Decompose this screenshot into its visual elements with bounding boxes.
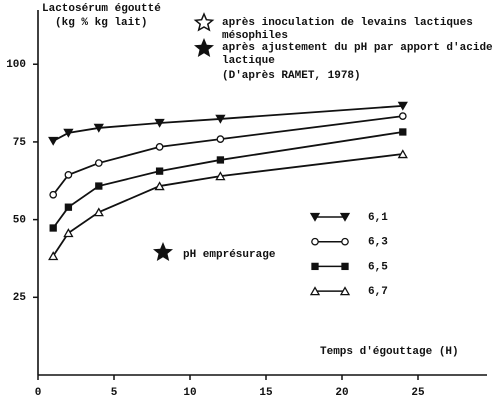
marker xyxy=(64,203,73,211)
y-tick-label: 100 xyxy=(6,59,26,71)
filled-star-icon xyxy=(153,242,173,261)
marker xyxy=(399,128,407,136)
annotation: pH emprésurage xyxy=(183,249,276,261)
legend-marker xyxy=(341,237,349,246)
annotation: après inoculation de levains lactiques xyxy=(222,17,473,29)
annotation: lactique xyxy=(222,55,275,67)
filled-star-icon xyxy=(194,38,214,57)
marker xyxy=(63,228,74,238)
legend-marker xyxy=(339,286,351,296)
x-tick-label: 5 xyxy=(111,387,118,399)
marker xyxy=(216,135,225,143)
series-line xyxy=(52,131,403,229)
annotation: (D'après RAMET, 1978) xyxy=(222,70,361,82)
marker xyxy=(398,112,407,120)
legend-label: 6,7 xyxy=(368,286,388,298)
series-line xyxy=(52,104,403,142)
marker xyxy=(48,251,59,261)
marker xyxy=(64,171,73,179)
y-tick-label: 50 xyxy=(13,215,26,227)
x-tick-label: 25 xyxy=(411,387,425,399)
legend-marker xyxy=(339,212,351,222)
legend-marker xyxy=(311,262,319,271)
marker xyxy=(155,143,164,151)
marker xyxy=(397,149,408,159)
marker xyxy=(48,136,59,146)
marker xyxy=(215,114,226,124)
marker xyxy=(397,101,408,111)
legend-label: 6,1 xyxy=(368,212,388,224)
series-line xyxy=(52,153,403,257)
legend-label: 6,3 xyxy=(368,237,388,249)
marker xyxy=(93,123,104,133)
marker xyxy=(155,167,164,175)
annotation: mésophiles xyxy=(222,30,288,42)
x-tick-label: 15 xyxy=(259,387,273,399)
x-tick-label: 10 xyxy=(183,387,196,399)
legend-marker xyxy=(341,262,349,271)
x-tick-label: 0 xyxy=(35,387,42,399)
marker xyxy=(216,156,225,164)
x-tick-label: 20 xyxy=(335,387,348,399)
marker xyxy=(63,128,74,138)
marker xyxy=(154,181,165,191)
y-tick-label: 75 xyxy=(13,137,27,149)
open-star-icon xyxy=(193,12,215,32)
marker xyxy=(154,118,165,128)
marker xyxy=(95,182,103,190)
y-tick-label: 25 xyxy=(13,292,27,304)
marker xyxy=(49,190,58,199)
marker xyxy=(215,171,226,181)
series-line xyxy=(52,115,403,196)
annotation: après ajustement du pH par apport d'acid… xyxy=(222,42,493,54)
marker xyxy=(94,159,103,167)
y-axis-label: (kg % kg lait) xyxy=(55,17,147,29)
marker xyxy=(49,224,57,232)
x-axis-label: Temps d'égouttage (H) xyxy=(320,346,459,358)
marker xyxy=(93,207,104,217)
legend-label: 6,5 xyxy=(368,261,388,273)
y-axis-label: Lactosérum égoutté xyxy=(42,3,161,15)
legend-marker xyxy=(309,286,321,296)
legend-marker xyxy=(309,212,321,222)
legend-marker xyxy=(311,237,319,246)
